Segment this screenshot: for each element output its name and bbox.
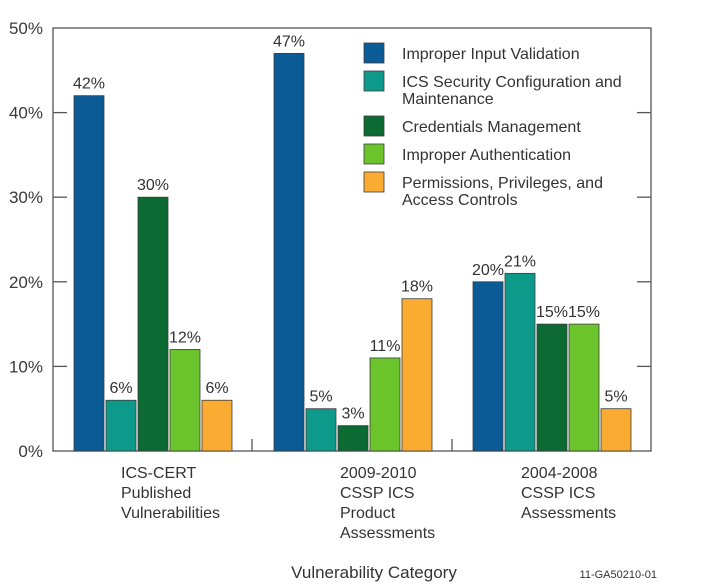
data-label: 5% [309,389,332,406]
legend-entry-label-line: Improper Input Validation [402,46,580,63]
x-category-label-line: Product [340,505,396,522]
y-tick-label: 10% [9,357,43,376]
data-label: 21% [504,253,536,270]
x-category-label: 2009-2010 CSSP ICS Product Assessments [340,465,435,542]
bars [73,52,632,452]
y-tick-label: 20% [9,273,43,292]
bar [273,52,305,452]
data-label: 6% [205,380,228,397]
data-label: 20% [472,262,504,279]
bar [472,281,504,452]
legend-entry-label: ICS Security Configuration and Maintenanc… [402,74,622,108]
legend-swatch [363,70,385,92]
x-axis: ICS-CERT Published Vulnerabilities 2009-201… [121,439,616,542]
bar [337,425,369,452]
data-label: 18% [401,279,433,296]
data-label: 30% [137,177,169,194]
y-tick-label: 40% [9,104,43,123]
legend-entry-label-line: Improper Authentication [402,147,571,164]
x-category-label-line: Assessments [521,505,616,522]
y-tick-label: 30% [9,188,43,207]
legend-entry-label-line: Access Controls [402,192,518,209]
x-axis-title: Vulnerability Category [291,563,457,582]
data-label: 5% [604,389,627,406]
x-category-label: ICS-CERT Published Vulnerabilities [121,465,220,522]
bar [305,408,337,452]
y-axis: 0% 10% 20% 30% 40% 50% [9,19,651,461]
bar [568,323,600,452]
legend-entry-label: Credentials Management [402,119,581,136]
data-label: 42% [73,76,105,93]
bar [401,298,433,452]
y-tick-label: 0% [18,442,43,461]
legend: Improper Input Validation ICS Security Co… [363,42,622,209]
bar [73,95,105,452]
legend-entry-label: Improper Input Validation [402,46,580,63]
bar [504,272,536,452]
x-category-label: 2004-2008 CSSP ICS Assessments [521,465,616,522]
legend-entry-label-line: Maintenance [402,91,494,108]
legend-entry-label: Improper Authentication [402,147,571,164]
data-labels: 42% 47% 20% 6% 5% 21% 30% 3% 15% 12% 11% 15% 6% 18% 5% [73,33,628,422]
legend-entry-label-line: ICS Security Configuration and [402,74,622,91]
x-category-label-line: ICS-CERT [121,465,196,482]
legend-swatch [363,143,385,165]
legend-swatch [363,42,385,64]
bar [169,349,201,452]
bar [137,196,169,452]
legend-entry-label: Permissions, Privileges, and Access Contr… [402,175,603,209]
y-tick-label: 50% [9,19,43,38]
x-category-label-line: 2004-2008 [521,465,598,482]
bar [201,399,233,452]
data-label: 15% [568,304,600,321]
legend-swatch [363,171,385,193]
data-label: 3% [341,406,364,423]
data-label: 12% [169,329,201,346]
bar [600,408,632,452]
data-label: 6% [109,380,132,397]
bar [105,399,137,452]
x-category-label-line: Assessments [340,525,435,542]
x-category-label-line: CSSP ICS [340,485,414,502]
x-category-label-line: 2009-2010 [340,465,417,482]
data-label: 47% [273,33,305,50]
legend-entry-label-line: Permissions, Privileges, and [402,175,603,192]
bar [369,357,401,452]
legend-swatch [363,115,385,137]
legend-entry-label-line: Credentials Management [402,119,581,136]
data-label: 15% [536,304,568,321]
x-category-label-line: CSSP ICS [521,485,595,502]
figure-id: 11-GA50210-01 [580,569,657,581]
x-category-label-line: Vulnerabilities [121,505,220,522]
x-category-label-line: Published [121,485,191,502]
data-label: 11% [370,338,401,355]
bar [536,323,568,452]
